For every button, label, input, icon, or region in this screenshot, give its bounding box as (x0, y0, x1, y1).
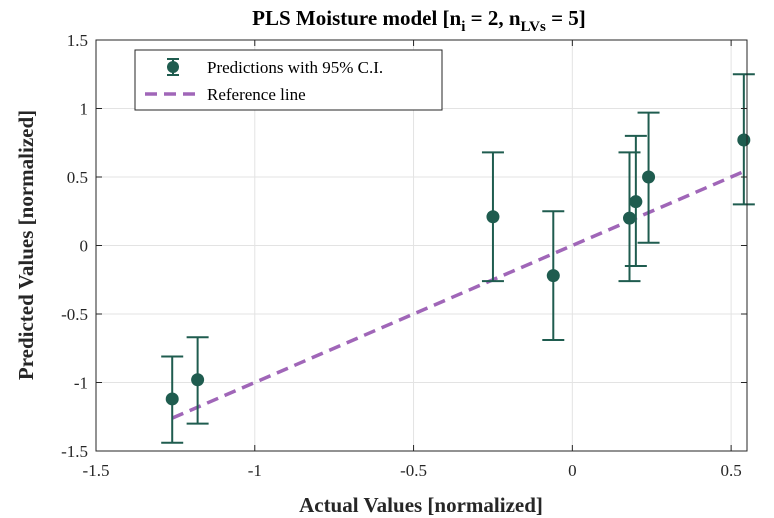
legend-errorbar-swatch (167, 58, 179, 76)
errorbar-layer (161, 73, 755, 444)
legend: Predictions with 95% C.I. Reference line (134, 49, 443, 111)
y-tick-label: 1 (80, 100, 89, 119)
prediction-point (186, 336, 209, 425)
y-tick-label: 0 (80, 237, 89, 256)
prediction-point (624, 134, 647, 268)
prediction-marker (642, 170, 656, 184)
y-tick-label: 0.5 (67, 168, 88, 187)
prediction-marker (737, 133, 751, 147)
prediction-point (637, 111, 660, 244)
prediction-point (161, 355, 184, 444)
legend-label-reference: Reference line (207, 85, 306, 104)
prediction-marker (623, 211, 637, 225)
x-axis-title: Actual Values [normalized] (299, 493, 543, 517)
prediction-marker (629, 195, 643, 209)
y-axis-title: Predicted Values [normalized] (14, 110, 38, 380)
x-tick-label: 0 (568, 461, 577, 480)
prediction-marker (486, 210, 500, 224)
y-tick-label: -1 (74, 374, 88, 393)
y-tick-labels: -1.5 -1 -0.5 0 0.5 1 1.5 (61, 31, 88, 461)
prediction-marker (546, 269, 560, 283)
prediction-point (481, 151, 504, 283)
x-tick-labels: -1.5 -1 -0.5 0 0.5 (83, 461, 742, 480)
ticks (95, 39, 747, 452)
y-tick-label: 1.5 (67, 31, 88, 50)
prediction-marker (191, 373, 205, 387)
x-tick-label: -1 (248, 461, 262, 480)
legend-box (134, 49, 443, 111)
chart-title: PLS Moisture model [ni = 2, nLVs = 5] (252, 6, 586, 35)
prediction-marker (165, 392, 179, 406)
x-tick-label: -0.5 (400, 461, 427, 480)
x-tick-label: 0.5 (720, 461, 741, 480)
legend-label-predictions: Predictions with 95% C.I. (207, 58, 383, 77)
prediction-point (542, 210, 565, 342)
x-tick-label: -1.5 (83, 461, 110, 480)
y-tick-label: -1.5 (61, 442, 88, 461)
y-tick-label: -0.5 (61, 305, 88, 324)
